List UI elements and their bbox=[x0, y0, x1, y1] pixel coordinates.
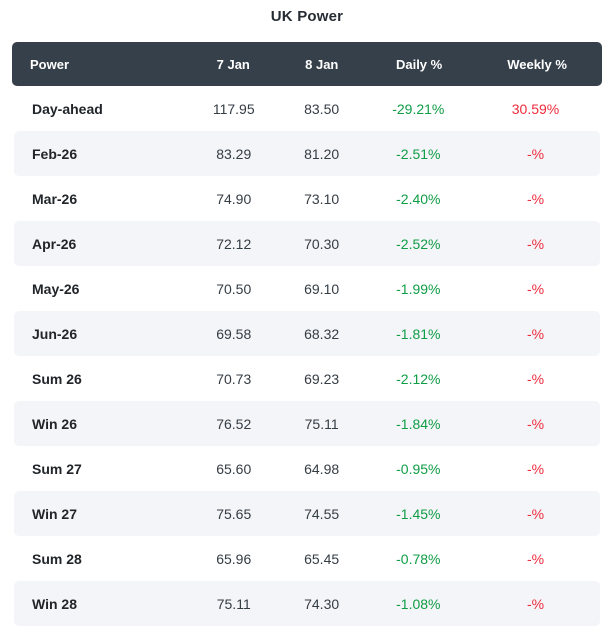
page-title: UK Power bbox=[270, 8, 344, 25]
cell-weekly-pct: -% bbox=[526, 595, 545, 612]
cell-8-jan: 81.20 bbox=[304, 145, 340, 162]
cell-daily-pct: -2.51% bbox=[396, 145, 441, 162]
cell-8-jan: 69.10 bbox=[304, 280, 340, 297]
cell-8-jan: 65.45 bbox=[304, 550, 340, 567]
cell-daily-pct: -2.12% bbox=[396, 370, 441, 387]
cell-7-jan: 69.58 bbox=[216, 325, 252, 342]
cell-7-jan: 70.50 bbox=[216, 280, 252, 297]
cell-daily-pct: -1.08% bbox=[396, 595, 441, 612]
table-row: Sum 28 65.96 65.45 -0.78% -% bbox=[14, 536, 600, 581]
cell-8-jan: 75.11 bbox=[304, 415, 339, 432]
cell-7-jan: 117.95 bbox=[212, 100, 255, 117]
cell-weekly-pct: -% bbox=[526, 280, 545, 297]
row-label: Day-ahead bbox=[32, 100, 103, 117]
table-row: Mar-26 74.90 73.10 -2.40% -% bbox=[14, 176, 600, 221]
cell-daily-pct: -2.52% bbox=[396, 235, 441, 252]
table-row: Sum 27 65.60 64.98 -0.95% -% bbox=[14, 446, 600, 491]
table-row: May-26 70.50 69.10 -1.99% -% bbox=[14, 266, 600, 311]
row-label: Sum 26 bbox=[32, 370, 82, 387]
cell-weekly-pct: -% bbox=[526, 235, 545, 252]
cell-7-jan: 65.60 bbox=[216, 460, 252, 477]
cell-8-jan: 83.50 bbox=[304, 100, 340, 117]
cell-daily-pct: -0.78% bbox=[396, 550, 441, 567]
cell-7-jan: 75.65 bbox=[216, 505, 252, 522]
row-label: May-26 bbox=[32, 280, 80, 297]
cell-7-jan: 83.29 bbox=[216, 145, 252, 162]
cell-weekly-pct: -% bbox=[526, 505, 545, 522]
cell-daily-pct: -1.84% bbox=[396, 415, 441, 432]
cell-7-jan: 65.96 bbox=[216, 550, 252, 567]
cell-daily-pct: -29.21% bbox=[392, 100, 445, 117]
column-header-daily-pct: Daily % bbox=[395, 56, 443, 72]
table-header-row: Power 7 Jan 8 Jan Daily % Weekly % bbox=[12, 42, 602, 86]
column-header-power: Power bbox=[30, 56, 70, 72]
row-label: Win 27 bbox=[32, 505, 77, 522]
row-label: Win 28 bbox=[32, 595, 77, 612]
table-body: Day-ahead 117.95 83.50 -29.21% 30.59% Fe… bbox=[12, 86, 602, 626]
cell-8-jan: 70.30 bbox=[304, 235, 340, 252]
cell-weekly-pct: 30.59% bbox=[511, 100, 560, 117]
row-label: Apr-26 bbox=[32, 235, 77, 252]
table-row: Win 28 75.11 74.30 -1.08% -% bbox=[14, 581, 600, 626]
table-row: Feb-26 83.29 81.20 -2.51% -% bbox=[14, 131, 600, 176]
cell-weekly-pct: -% bbox=[526, 370, 545, 387]
row-label: Sum 27 bbox=[32, 460, 82, 477]
cell-8-jan: 74.55 bbox=[304, 505, 340, 522]
cell-daily-pct: -1.99% bbox=[396, 280, 441, 297]
table-row: Day-ahead 117.95 83.50 -29.21% 30.59% bbox=[14, 86, 600, 131]
uk-power-table: Power 7 Jan 8 Jan Daily % Weekly % Day-a… bbox=[12, 42, 602, 626]
column-header-7-jan: 7 Jan bbox=[216, 56, 250, 72]
table-row: Jun-26 69.58 68.32 -1.81% -% bbox=[14, 311, 600, 356]
cell-weekly-pct: -% bbox=[526, 145, 545, 162]
cell-weekly-pct: -% bbox=[526, 325, 545, 342]
cell-7-jan: 76.52 bbox=[216, 415, 252, 432]
cell-8-jan: 69.23 bbox=[304, 370, 340, 387]
table-row: Apr-26 72.12 70.30 -2.52% -% bbox=[14, 221, 600, 266]
cell-7-jan: 72.12 bbox=[216, 235, 252, 252]
column-header-8-jan: 8 Jan bbox=[305, 56, 339, 72]
cell-8-jan: 74.30 bbox=[304, 595, 340, 612]
cell-7-jan: 74.90 bbox=[216, 190, 252, 207]
row-label: Jun-26 bbox=[32, 325, 78, 342]
row-label: Mar-26 bbox=[32, 190, 78, 207]
cell-8-jan: 68.32 bbox=[304, 325, 340, 342]
table-row: Win 27 75.65 74.55 -1.45% -% bbox=[14, 491, 600, 536]
cell-7-jan: 75.11 bbox=[216, 595, 251, 612]
row-label: Win 26 bbox=[32, 415, 77, 432]
row-label: Sum 28 bbox=[32, 550, 82, 567]
table-row: Win 26 76.52 75.11 -1.84% -% bbox=[14, 401, 600, 446]
cell-daily-pct: -1.45% bbox=[396, 505, 441, 522]
cell-weekly-pct: -% bbox=[526, 415, 545, 432]
cell-8-jan: 73.10 bbox=[304, 190, 340, 207]
cell-weekly-pct: -% bbox=[526, 550, 545, 567]
cell-weekly-pct: -% bbox=[526, 460, 545, 477]
row-label: Feb-26 bbox=[32, 145, 78, 162]
cell-daily-pct: -2.40% bbox=[396, 190, 441, 207]
column-header-weekly-pct: Weekly % bbox=[507, 56, 567, 72]
cell-daily-pct: -1.81% bbox=[396, 325, 441, 342]
cell-weekly-pct: -% bbox=[526, 190, 545, 207]
cell-daily-pct: -0.95% bbox=[396, 460, 441, 477]
cell-7-jan: 70.73 bbox=[216, 370, 252, 387]
cell-8-jan: 64.98 bbox=[304, 460, 340, 477]
table-row: Sum 26 70.73 69.23 -2.12% -% bbox=[14, 356, 600, 401]
